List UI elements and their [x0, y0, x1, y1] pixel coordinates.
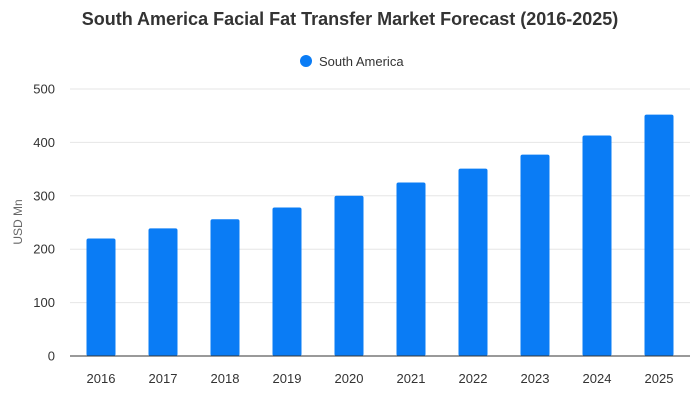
y-tick-label-500: 500 — [33, 82, 55, 97]
x-tick-label-2022: 2022 — [459, 371, 488, 386]
x-tick-label-2018: 2018 — [211, 371, 240, 386]
x-tick-label-2019: 2019 — [273, 371, 302, 386]
y-axis-title: USD Mn — [11, 199, 25, 244]
x-tick-label-2017: 2017 — [149, 371, 178, 386]
y-tick-label-100: 100 — [33, 295, 55, 310]
y-tick-label-200: 200 — [33, 242, 55, 257]
bar-2025[interactable] — [644, 114, 674, 356]
bar-2018[interactable] — [210, 219, 240, 356]
x-tick-label-2016: 2016 — [87, 371, 116, 386]
bar-2017[interactable] — [148, 228, 178, 356]
x-tick-label-2023: 2023 — [521, 371, 550, 386]
bar-2023[interactable] — [520, 154, 550, 356]
bar-2021[interactable] — [396, 182, 426, 356]
legend-marker — [300, 55, 312, 67]
bar-2016[interactable] — [86, 238, 116, 356]
x-tick-label-2021: 2021 — [397, 371, 426, 386]
y-tick-label-0: 0 — [48, 349, 55, 364]
x-tick-label-2024: 2024 — [583, 371, 612, 386]
x-tick-label-2020: 2020 — [335, 371, 364, 386]
chart-title: South America Facial Fat Transfer Market… — [82, 9, 619, 29]
y-axis-ticks: 0 100 200 300 400 500 — [33, 82, 55, 364]
legend[interactable]: South America — [300, 54, 404, 69]
x-tick-label-2025: 2025 — [645, 371, 674, 386]
y-tick-label-400: 400 — [33, 135, 55, 150]
legend-label: South America — [319, 54, 404, 69]
bar-2022[interactable] — [458, 168, 488, 356]
bar-2020[interactable] — [334, 195, 364, 356]
x-axis-ticks: 2016 2017 2018 2019 2020 2021 2022 2023 2024 2025 — [87, 371, 674, 386]
bar-2024[interactable] — [582, 135, 612, 356]
y-tick-label-300: 300 — [33, 188, 55, 203]
bar-2019[interactable] — [272, 207, 302, 356]
bars — [86, 114, 674, 356]
